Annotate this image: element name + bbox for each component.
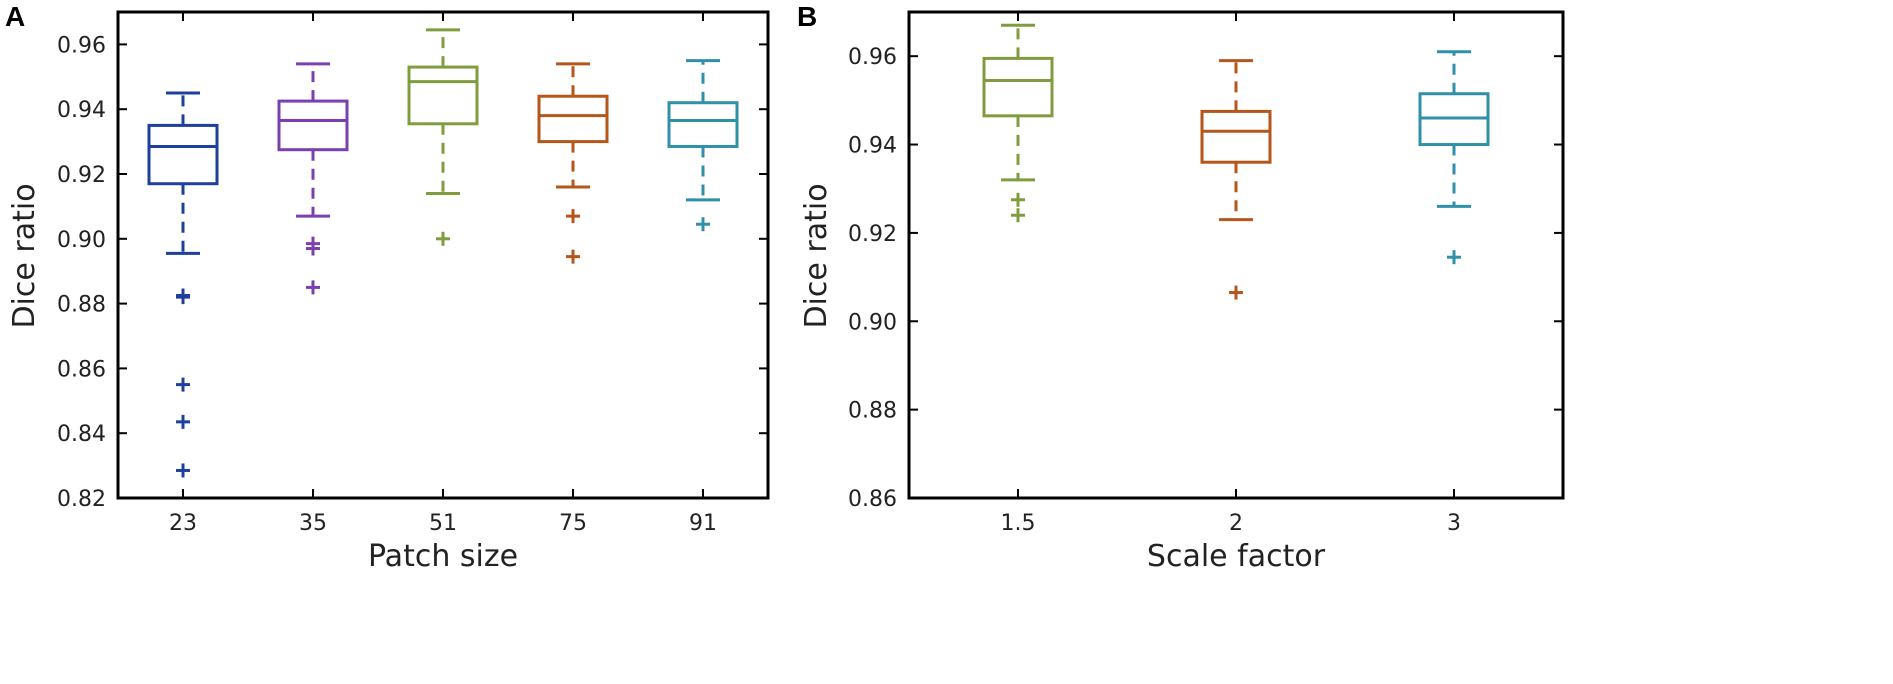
iqr-box [1200,109,1272,164]
panel-b-x-tick-label: 2 [1229,511,1243,536]
panel-b-chart: B Dice ratio Scale factor 0.86 0.88 0.90 0.… [797,1,1565,574]
outlier-marker [306,241,320,256]
outlier-marker [306,280,320,295]
outlier-marker [566,249,580,264]
outlier-marker [1011,192,1025,207]
iqr-box [982,56,1054,118]
panel-a-x-axis-label: Patch size [368,539,518,574]
panel-b-y-axis-label: Dice ratio [799,183,834,328]
panel-a-plot-frame [116,10,770,500]
panel-a-x-tick-label: 23 [169,511,197,536]
panel-a-chart: A Dice ratio Patch size 0.82 0.84 0.86 0.88… [5,1,770,574]
panel-b-plot-frame [907,10,1565,500]
panel-a-y-tick-label: 0.86 [57,357,106,382]
panel-a-y-tick-label: 0.96 [57,33,106,58]
panel-b-y-tick-label: 0.94 [848,134,897,159]
panel-a-box-51 [407,28,479,246]
iqr-box [667,101,739,148]
outlier-marker [696,217,710,232]
panel-a-y-tick-label: 0.84 [57,422,106,447]
panel-b-letter: B [797,1,817,32]
panel-a-box-91 [667,59,739,232]
panel-a-x-tick-label: 35 [299,511,327,536]
outlier-marker [1447,250,1461,265]
outlier-marker [1011,208,1025,223]
iqr-box [537,94,609,144]
iqr-box [147,123,219,186]
panel-b-y-tick-label: 0.92 [848,222,897,247]
panel-b-box-2 [1200,59,1272,300]
panel-a-x-tick-label: 75 [559,511,587,536]
panel-a-y-tick-label: 0.92 [57,163,106,188]
panel-a-box-35 [277,62,349,295]
panel-a-y-axis-label: Dice ratio [7,183,42,328]
panel-b-x-tick-label: 3 [1447,511,1461,536]
outlier-marker [436,231,450,246]
panel-a-box-75 [537,62,609,264]
panel-a-box-23 [147,91,219,478]
iqr-box [277,99,349,152]
panel-b-x-tick-label: 1.5 [1001,511,1036,536]
outlier-marker [176,377,190,392]
panel-a-y-tick-label: 0.90 [57,228,106,253]
panel-a-y-tick-label: 0.82 [57,487,106,512]
outlier-marker [176,463,190,478]
panel-b-y-tick-label: 0.90 [848,310,897,335]
outlier-marker [176,414,190,429]
panel-a-y-tick-label: 0.88 [57,293,106,318]
panel-b-y-tick-label: 0.88 [848,399,897,424]
iqr-box [407,65,479,126]
panel-b-y-tick-label: 0.86 [848,487,897,512]
panel-a-x-tick-label: 51 [429,511,457,536]
panel-b-box-3 [1418,50,1490,265]
panel-b-box-1.5 [982,23,1054,223]
outlier-marker [566,209,580,224]
panel-b-y-tick-label: 0.96 [848,45,897,70]
panel-a-x-tick-label: 91 [689,511,717,536]
panel-a-letter: A [5,1,25,32]
outlier-marker [176,288,190,303]
panel-b-x-axis-label: Scale factor [1147,539,1326,574]
panel-a-y-tick-label: 0.94 [57,98,106,123]
outlier-marker [1229,285,1243,300]
